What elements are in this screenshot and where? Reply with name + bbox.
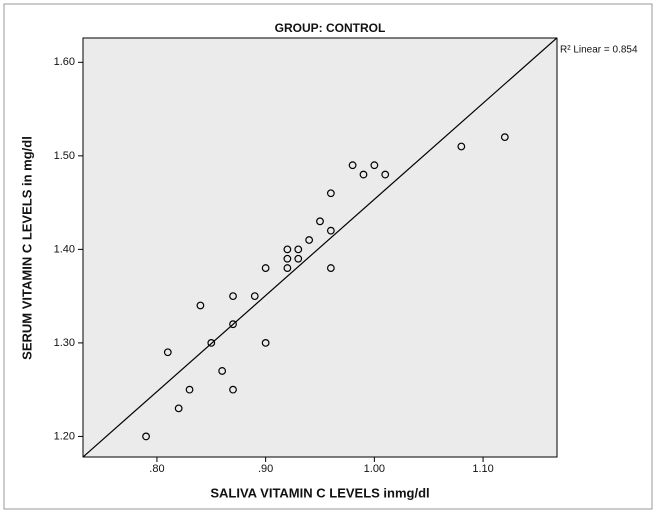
y-tick-label: 1.30 bbox=[54, 337, 75, 349]
data-point bbox=[359, 170, 368, 179]
data-point bbox=[283, 245, 292, 254]
data-point bbox=[163, 348, 172, 357]
chart-title: GROUP: CONTROL bbox=[275, 21, 386, 35]
data-point bbox=[326, 264, 335, 272]
y-axis-label: SERUM VITAMIN C LEVELS in mg/dl bbox=[19, 136, 34, 360]
data-point bbox=[326, 226, 335, 235]
x-tick-label: .90 bbox=[258, 463, 273, 475]
x-axis-label: SALIVA VITAMIN C LEVELS inmg/dl bbox=[210, 485, 429, 500]
data-point bbox=[218, 367, 227, 375]
y-tick-label: 1.40 bbox=[54, 243, 75, 255]
data-point bbox=[381, 170, 390, 179]
data-point bbox=[457, 142, 466, 151]
trend-line bbox=[83, 38, 557, 457]
data-point bbox=[316, 217, 324, 226]
y-tick-label: 1.50 bbox=[54, 150, 75, 162]
data-point bbox=[207, 338, 216, 347]
data-point bbox=[250, 292, 259, 301]
data-point bbox=[196, 301, 205, 310]
data-point bbox=[261, 338, 270, 347]
x-tick-label: 1.00 bbox=[364, 463, 385, 475]
y-tick-label: 1.20 bbox=[54, 430, 75, 442]
data-point bbox=[283, 264, 292, 272]
r2-annotation: R² Linear = 0.854 bbox=[560, 45, 638, 56]
data-point bbox=[294, 245, 303, 254]
data-point bbox=[305, 236, 314, 244]
data-point bbox=[229, 292, 237, 301]
data-point bbox=[326, 189, 335, 198]
data-point bbox=[370, 161, 379, 170]
data-point bbox=[283, 254, 292, 263]
data-point bbox=[142, 432, 150, 441]
data-point bbox=[348, 161, 357, 170]
data-point bbox=[229, 320, 237, 329]
x-tick-label: .80 bbox=[149, 463, 164, 475]
data-point bbox=[500, 133, 509, 142]
data-point bbox=[185, 385, 194, 394]
x-tick-label: 1.10 bbox=[472, 463, 493, 475]
data-point bbox=[294, 254, 303, 263]
y-tick-label: 1.60 bbox=[54, 56, 75, 68]
data-point bbox=[174, 404, 183, 413]
data-point bbox=[261, 264, 270, 272]
data-point bbox=[229, 385, 237, 394]
